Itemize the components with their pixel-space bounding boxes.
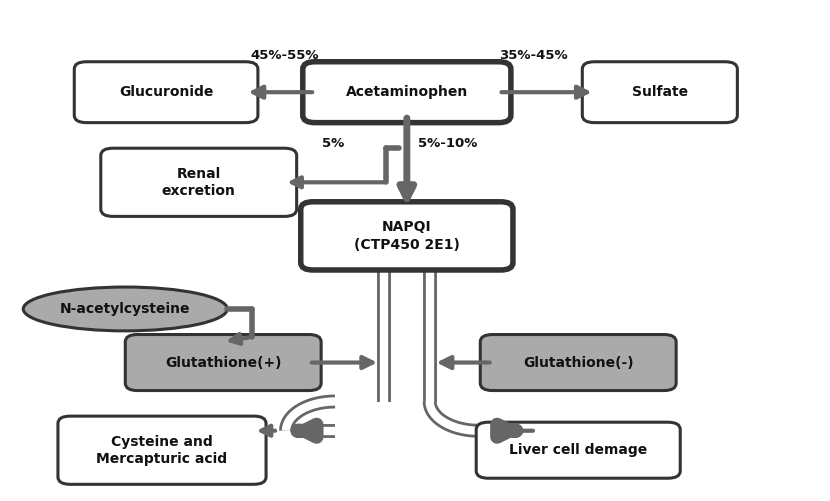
Text: 5%-10%: 5%-10%: [418, 137, 477, 150]
Text: NAPQI
(CTP450 2E1): NAPQI (CTP450 2E1): [354, 220, 460, 252]
Text: Cysteine and
Mercapturic acid: Cysteine and Mercapturic acid: [96, 434, 227, 466]
Text: N-acetylcysteine: N-acetylcysteine: [60, 302, 191, 316]
Text: 5%: 5%: [322, 137, 344, 150]
FancyBboxPatch shape: [476, 422, 681, 478]
Text: Glutathione(-): Glutathione(-): [523, 356, 633, 370]
Text: Glucuronide: Glucuronide: [119, 85, 213, 99]
FancyBboxPatch shape: [481, 335, 676, 391]
FancyBboxPatch shape: [74, 62, 258, 123]
Text: 35%-45%: 35%-45%: [499, 49, 568, 62]
FancyBboxPatch shape: [100, 148, 296, 216]
FancyBboxPatch shape: [125, 335, 321, 391]
Text: Liver cell demage: Liver cell demage: [509, 443, 647, 457]
Text: Sulfate: Sulfate: [632, 85, 688, 99]
FancyBboxPatch shape: [583, 62, 737, 123]
Text: Renal
excretion: Renal excretion: [162, 167, 236, 198]
Ellipse shape: [23, 287, 227, 331]
Text: Glutathione(+): Glutathione(+): [165, 356, 281, 370]
Text: Acetaminophen: Acetaminophen: [346, 85, 468, 99]
FancyBboxPatch shape: [303, 62, 511, 123]
Text: 45%-55%: 45%-55%: [250, 49, 319, 62]
FancyBboxPatch shape: [58, 416, 266, 484]
FancyBboxPatch shape: [300, 202, 513, 270]
